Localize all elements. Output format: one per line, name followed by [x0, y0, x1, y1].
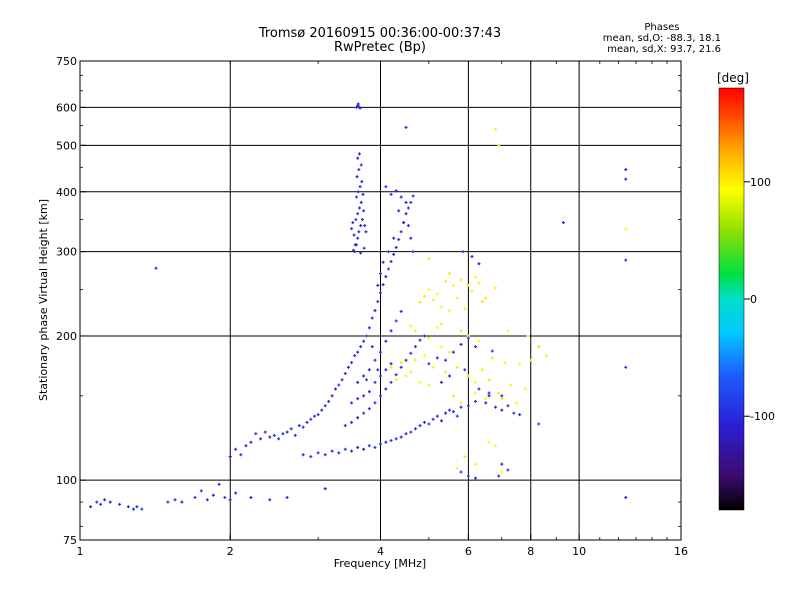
y-tick-label: 75	[63, 534, 77, 547]
colorbar-label: [deg]	[717, 71, 749, 85]
y-tick-label: 300	[56, 246, 77, 259]
x-tick-label: 2	[227, 545, 234, 558]
x-tick-label: 8	[527, 545, 534, 558]
x-tick-label: 6	[465, 545, 472, 558]
y-tick-label: 500	[56, 139, 77, 152]
x-axis-label: Frequency [MHz]	[334, 557, 426, 570]
x-tick-label: 4	[377, 545, 384, 558]
data-points	[89, 102, 628, 511]
colorbar-tick-label: -100	[750, 410, 775, 423]
y-axis-label: Stationary phase Virtual Height [km]	[37, 199, 50, 401]
y-tick-label: 750	[56, 55, 77, 68]
colorbar	[719, 88, 744, 510]
x-tick-label: 1	[77, 545, 84, 558]
y-tick-label: 400	[56, 186, 77, 199]
colorbar-ticks: 100 0 -100	[744, 176, 775, 423]
grid-lines	[80, 61, 681, 540]
x-tick-label: 16	[674, 545, 688, 558]
axis-ticks: 1 2 4 6 8 10 16 75 100 200 300 400 500 600 750	[56, 55, 688, 558]
chart-title-line1: Tromsø 20160915 00:36:00-00:37:43	[258, 26, 502, 41]
y-tick-label: 100	[56, 474, 77, 487]
phase-stats-x: mean, sd,X: 93.7, 21.6	[607, 44, 721, 55]
phase-stats-label: Phases	[644, 22, 680, 33]
phase-stats: Phases mean, sd,O: -88.3, 18.1 mean, sd,…	[603, 22, 721, 55]
chart-title-line2: RwPretec (Bp)	[333, 40, 427, 55]
colorbar-tick-label: 100	[750, 176, 771, 189]
colorbar-tick-label: 0	[750, 293, 757, 306]
y-tick-label: 200	[56, 330, 77, 343]
x-tick-label: 10	[572, 545, 586, 558]
phase-stats-o: mean, sd,O: -88.3, 18.1	[602, 33, 721, 44]
y-tick-label: 600	[56, 101, 77, 114]
